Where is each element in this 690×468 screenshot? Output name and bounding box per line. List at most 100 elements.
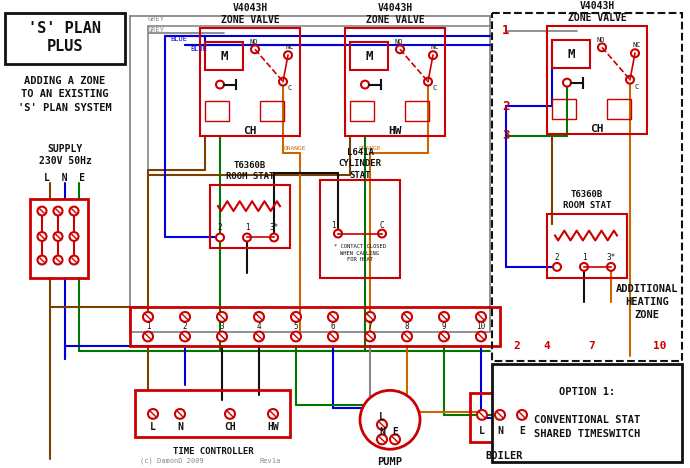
Bar bbox=[552, 99, 576, 119]
Circle shape bbox=[477, 410, 487, 420]
Circle shape bbox=[390, 434, 400, 444]
Circle shape bbox=[291, 332, 301, 341]
Text: 9: 9 bbox=[442, 322, 446, 331]
Circle shape bbox=[284, 51, 292, 59]
Text: 7: 7 bbox=[368, 322, 373, 331]
Text: CH: CH bbox=[590, 124, 604, 134]
Circle shape bbox=[495, 410, 505, 420]
Text: 6: 6 bbox=[331, 322, 335, 331]
Circle shape bbox=[631, 49, 639, 57]
Bar bbox=[492, 13, 682, 361]
Circle shape bbox=[270, 234, 278, 241]
Text: Rev1a: Rev1a bbox=[260, 458, 282, 464]
Bar bbox=[345, 28, 445, 136]
Circle shape bbox=[251, 45, 259, 53]
Circle shape bbox=[54, 206, 63, 215]
Circle shape bbox=[54, 232, 63, 241]
Circle shape bbox=[254, 312, 264, 322]
Text: V4043H
ZONE VALVE: V4043H ZONE VALVE bbox=[568, 1, 627, 23]
Circle shape bbox=[365, 332, 375, 341]
Bar bbox=[607, 99, 631, 119]
Bar bbox=[260, 101, 284, 121]
Text: 1: 1 bbox=[582, 253, 586, 262]
Text: 2: 2 bbox=[217, 223, 222, 232]
Text: 1: 1 bbox=[245, 223, 249, 232]
Text: GREY: GREY bbox=[148, 16, 165, 22]
Text: BOILER: BOILER bbox=[485, 451, 523, 461]
Text: PUMP: PUMP bbox=[377, 457, 402, 467]
Text: TIME CONTROLLER: TIME CONTROLLER bbox=[172, 446, 253, 456]
Text: M: M bbox=[567, 48, 575, 61]
Circle shape bbox=[598, 44, 606, 51]
Circle shape bbox=[378, 230, 386, 237]
Circle shape bbox=[54, 256, 63, 264]
Bar bbox=[350, 43, 388, 70]
Bar bbox=[205, 101, 229, 121]
Text: V4043H
ZONE VALVE: V4043H ZONE VALVE bbox=[221, 3, 279, 25]
Text: V4043H
ZONE VALVE: V4043H ZONE VALVE bbox=[366, 3, 424, 25]
Circle shape bbox=[217, 332, 227, 341]
Text: M: M bbox=[220, 50, 228, 63]
Circle shape bbox=[377, 434, 387, 444]
Circle shape bbox=[476, 332, 486, 341]
Text: HW: HW bbox=[267, 422, 279, 431]
Circle shape bbox=[377, 420, 387, 430]
Text: HW: HW bbox=[388, 125, 402, 136]
Circle shape bbox=[517, 410, 527, 420]
Circle shape bbox=[180, 332, 190, 341]
Circle shape bbox=[429, 51, 437, 59]
Circle shape bbox=[626, 76, 634, 84]
Text: 2: 2 bbox=[555, 253, 560, 262]
Bar bbox=[350, 101, 374, 121]
Circle shape bbox=[148, 409, 158, 419]
Text: OPTION 1:

CONVENTIONAL STAT
SHARED TIMESWITCH: OPTION 1: CONVENTIONAL STAT SHARED TIMES… bbox=[534, 387, 640, 439]
Text: 2: 2 bbox=[513, 341, 520, 351]
Circle shape bbox=[334, 230, 342, 237]
Bar bbox=[552, 40, 590, 68]
Text: 2: 2 bbox=[502, 100, 510, 113]
Circle shape bbox=[143, 312, 153, 322]
Circle shape bbox=[243, 234, 251, 241]
Text: NO: NO bbox=[250, 39, 258, 45]
Bar bbox=[205, 43, 243, 70]
Text: 7: 7 bbox=[589, 341, 595, 351]
Text: NO: NO bbox=[395, 39, 403, 45]
Text: 1': 1' bbox=[331, 221, 341, 230]
Text: * CONTACT CLOSED
WHEN CALLING
FOR HEAT: * CONTACT CLOSED WHEN CALLING FOR HEAT bbox=[334, 244, 386, 262]
Circle shape bbox=[254, 332, 264, 341]
Text: 4: 4 bbox=[257, 322, 262, 331]
Text: CH: CH bbox=[244, 125, 257, 136]
Circle shape bbox=[402, 312, 412, 322]
Circle shape bbox=[180, 312, 190, 322]
Text: BLUE: BLUE bbox=[190, 46, 207, 52]
Circle shape bbox=[216, 234, 224, 241]
Text: 2: 2 bbox=[183, 322, 187, 331]
Circle shape bbox=[37, 256, 46, 264]
Text: ADDING A ZONE
TO AN EXISTING
'S' PLAN SYSTEM: ADDING A ZONE TO AN EXISTING 'S' PLAN SY… bbox=[18, 76, 112, 113]
Text: ADDITIONAL
HEATING
ZONE: ADDITIONAL HEATING ZONE bbox=[615, 284, 678, 321]
Circle shape bbox=[553, 263, 561, 271]
Circle shape bbox=[175, 409, 185, 419]
Circle shape bbox=[268, 409, 278, 419]
Text: 3: 3 bbox=[219, 322, 224, 331]
Circle shape bbox=[328, 332, 338, 341]
Text: NC: NC bbox=[286, 44, 294, 51]
Text: 8: 8 bbox=[405, 322, 409, 331]
Circle shape bbox=[607, 263, 615, 271]
Text: 10: 10 bbox=[653, 341, 667, 351]
Text: L: L bbox=[150, 422, 156, 431]
Text: 10: 10 bbox=[476, 322, 486, 331]
Circle shape bbox=[396, 45, 404, 53]
Circle shape bbox=[328, 312, 338, 322]
Text: C: C bbox=[433, 86, 437, 92]
Circle shape bbox=[279, 78, 287, 86]
Circle shape bbox=[225, 409, 235, 419]
Text: T6360B
ROOM STAT: T6360B ROOM STAT bbox=[226, 161, 274, 181]
Bar bbox=[492, 364, 682, 462]
Text: C: C bbox=[288, 86, 292, 92]
Text: 3: 3 bbox=[502, 129, 510, 142]
Text: ORANGE: ORANGE bbox=[359, 146, 382, 151]
Bar bbox=[470, 393, 538, 442]
Text: 'S' PLAN
PLUS: 'S' PLAN PLUS bbox=[28, 21, 101, 54]
Text: E: E bbox=[519, 425, 525, 436]
